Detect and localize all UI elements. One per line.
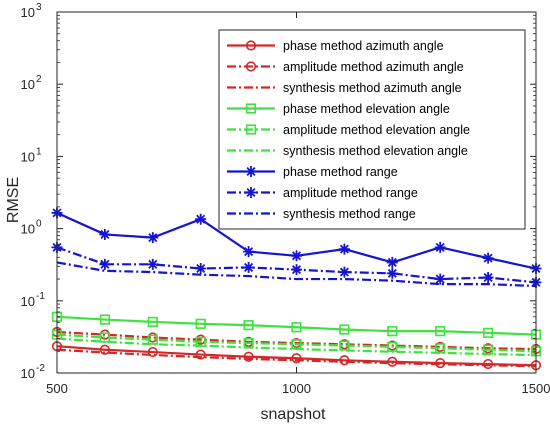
data-point bbox=[291, 353, 302, 364]
y-tick-label: 10 bbox=[21, 5, 35, 20]
data-point bbox=[482, 272, 494, 284]
legend-label: phase method elevation angle bbox=[283, 102, 450, 116]
data-point bbox=[99, 258, 111, 270]
series-4 bbox=[51, 311, 542, 340]
data-point bbox=[147, 232, 159, 244]
series-line bbox=[56, 348, 537, 368]
data-point bbox=[147, 258, 159, 270]
data-point bbox=[147, 316, 158, 328]
legend-label: phase method range bbox=[283, 165, 398, 179]
data-point bbox=[195, 349, 206, 360]
data-point bbox=[243, 246, 255, 258]
data-point bbox=[339, 324, 350, 335]
data-point bbox=[291, 250, 302, 262]
data-point bbox=[243, 261, 255, 273]
data-point bbox=[147, 334, 158, 345]
data-point bbox=[339, 340, 350, 351]
legend-label: amplitude method range bbox=[283, 186, 418, 200]
legend-item: synthesis method elevation angle bbox=[227, 144, 468, 158]
legend-swatch-marker bbox=[245, 166, 257, 177]
data-point bbox=[243, 351, 254, 362]
x-axis-label: snapshot bbox=[261, 406, 326, 423]
data-point bbox=[435, 326, 446, 337]
data-point bbox=[387, 326, 398, 337]
data-point bbox=[483, 358, 494, 370]
data-point bbox=[99, 228, 111, 240]
legend-swatch-marker bbox=[245, 40, 257, 51]
series-line bbox=[56, 333, 537, 353]
legend-item: amplitude method elevation angle bbox=[227, 123, 470, 137]
y-tick-exponent: 2 bbox=[36, 74, 42, 85]
data-point bbox=[99, 332, 110, 343]
legend-swatch-marker bbox=[245, 103, 257, 114]
series-9 bbox=[56, 261, 537, 288]
data-point bbox=[387, 356, 398, 367]
legend-label: phase method azimuth angle bbox=[283, 39, 444, 53]
y-axis-label: RMSE bbox=[5, 177, 22, 223]
data-point bbox=[338, 266, 350, 278]
legend-label: synthesis method azimuth angle bbox=[283, 81, 462, 95]
series-line bbox=[56, 261, 537, 288]
data-point bbox=[291, 264, 302, 276]
x-tick-label: 500 bbox=[46, 381, 68, 396]
data-point bbox=[434, 241, 446, 253]
series-line bbox=[56, 337, 537, 357]
y-tick-label: 10 bbox=[21, 149, 35, 164]
data-point bbox=[435, 343, 446, 354]
data-point bbox=[147, 346, 158, 358]
data-point bbox=[99, 344, 110, 355]
x-tick-label: 1000 bbox=[282, 381, 311, 396]
y-tick-exponent: 1 bbox=[36, 146, 42, 157]
series-line bbox=[56, 345, 537, 367]
data-point bbox=[338, 243, 350, 255]
legend-swatch-marker bbox=[245, 187, 257, 198]
data-point bbox=[291, 322, 302, 333]
legend-label: synthesis method elevation angle bbox=[283, 144, 468, 158]
legend-item: synthesis method azimuth angle bbox=[227, 81, 462, 95]
series-3 bbox=[56, 348, 537, 368]
legend-item: phase method elevation angle bbox=[227, 102, 450, 116]
series-layer bbox=[51, 207, 542, 371]
y-tick-label: 10 bbox=[21, 366, 35, 381]
data-point bbox=[339, 355, 350, 366]
series-line bbox=[56, 315, 537, 336]
y-tick-exponent: 3 bbox=[36, 2, 42, 13]
data-point bbox=[434, 273, 446, 285]
data-point bbox=[386, 267, 398, 279]
data-point bbox=[482, 327, 494, 338]
data-point bbox=[99, 314, 110, 325]
y-tick-label: 10 bbox=[21, 222, 35, 237]
y-tick-exponent: 0 bbox=[36, 219, 42, 230]
legend: phase method azimuth angle amplitude meth… bbox=[218, 29, 526, 230]
y-tick-exponent: -2 bbox=[36, 363, 45, 374]
y-tick-label: 10 bbox=[21, 294, 35, 309]
series-line bbox=[56, 330, 537, 351]
data-point bbox=[195, 263, 207, 275]
y-tick-label: 10 bbox=[21, 77, 35, 92]
legend-label: amplitude method azimuth angle bbox=[283, 60, 464, 74]
x-tick-label: 1500 bbox=[522, 381, 550, 396]
legend-swatch-marker bbox=[245, 124, 257, 135]
series-6 bbox=[56, 337, 537, 357]
legend-swatch-marker bbox=[245, 61, 257, 72]
legend-item: amplitude method range bbox=[227, 186, 418, 200]
data-point bbox=[195, 318, 206, 329]
data-point bbox=[386, 256, 398, 268]
legend-item: amplitude method azimuth angle bbox=[227, 60, 464, 74]
legend-item: phase method azimuth angle bbox=[227, 39, 444, 53]
legend-item: synthesis method range bbox=[227, 207, 416, 221]
data-point bbox=[195, 213, 207, 225]
legend-label: amplitude method elevation angle bbox=[283, 123, 470, 137]
legend-label: synthesis method range bbox=[283, 207, 416, 221]
data-point bbox=[243, 320, 254, 331]
y-tick-exponent: -1 bbox=[36, 291, 45, 302]
data-point bbox=[482, 252, 494, 264]
legend-item: phase method range bbox=[227, 165, 398, 179]
